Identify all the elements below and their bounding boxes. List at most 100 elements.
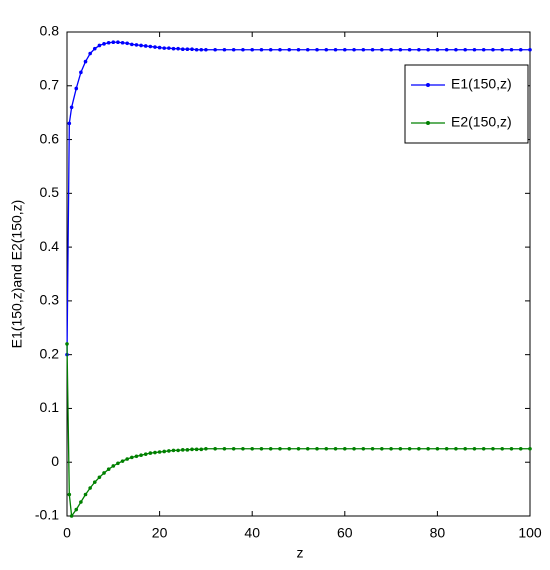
point: [111, 40, 116, 45]
point: [83, 59, 88, 64]
legend-label: E2(150,z): [451, 114, 512, 130]
point: [417, 47, 421, 52]
point: [213, 446, 217, 451]
point: [222, 446, 227, 451]
point: [125, 41, 129, 46]
point: [162, 46, 167, 50]
point: [116, 40, 120, 45]
point: [185, 448, 190, 452]
point: [185, 47, 190, 52]
point: [79, 500, 83, 504]
x-tick-label: 80: [430, 525, 446, 541]
point: [74, 86, 79, 91]
point: [102, 471, 106, 475]
point: [83, 492, 88, 497]
point: [231, 47, 236, 52]
point: [454, 47, 458, 52]
point: [88, 51, 92, 56]
point: [106, 467, 111, 472]
point: [268, 47, 273, 52]
point: [518, 47, 523, 52]
point: [97, 475, 102, 480]
point: [231, 446, 236, 451]
point: [481, 446, 486, 451]
point: [324, 446, 329, 451]
point: [528, 446, 532, 451]
point: [190, 447, 194, 452]
point: [92, 480, 97, 484]
legend-box: [404, 64, 529, 144]
point: [352, 47, 356, 52]
point: [444, 446, 449, 451]
point: [324, 47, 329, 52]
point: [194, 447, 199, 452]
point: [167, 46, 171, 50]
point: [481, 47, 486, 52]
point: [352, 446, 356, 451]
point: [88, 486, 92, 490]
point: [153, 45, 157, 49]
point: [116, 461, 120, 466]
point: [315, 446, 319, 451]
point: [120, 40, 125, 45]
point: [120, 459, 125, 463]
point: [171, 46, 176, 51]
point: [370, 47, 375, 52]
point: [204, 47, 208, 52]
x-tick-label: 100: [518, 525, 542, 541]
point: [69, 514, 74, 518]
point: [472, 446, 477, 451]
point: [491, 47, 495, 52]
point: [343, 47, 347, 52]
point: [370, 446, 375, 451]
y-tick-label: 0.7: [40, 76, 60, 92]
point: [305, 47, 310, 52]
point: [296, 446, 301, 451]
y-tick-label: 0.8: [40, 23, 60, 39]
point: [509, 47, 514, 52]
point: [106, 40, 111, 45]
point: [213, 47, 217, 52]
point: [250, 47, 254, 52]
point: [454, 446, 458, 451]
point: [199, 47, 204, 52]
x-tick-label: 20: [152, 525, 168, 541]
point: [222, 47, 227, 52]
point: [305, 446, 310, 451]
legend-marker: [426, 83, 430, 87]
y-tick-label: 0.6: [40, 130, 60, 146]
point: [333, 446, 338, 451]
point: [463, 446, 467, 451]
point: [380, 446, 384, 451]
point: [528, 47, 532, 52]
point: [92, 46, 97, 51]
point: [167, 449, 171, 453]
point: [259, 446, 264, 451]
point: [139, 453, 143, 458]
point: [435, 446, 440, 451]
point: [333, 47, 338, 52]
y-axis-label: E1(150,z)and E2(150,z): [9, 200, 25, 349]
point: [111, 464, 116, 468]
point: [97, 43, 102, 48]
point: [148, 451, 153, 455]
point: [157, 45, 162, 50]
y-tick-label: 0.5: [40, 184, 60, 200]
point: [171, 448, 176, 453]
point: [287, 47, 292, 52]
point: [361, 47, 366, 52]
point: [241, 47, 245, 52]
point: [278, 47, 282, 52]
point: [157, 450, 162, 454]
point: [491, 446, 495, 451]
point: [472, 47, 477, 52]
point: [278, 446, 282, 451]
point: [190, 47, 194, 52]
point: [67, 492, 72, 497]
y-tick-label: 0: [51, 453, 59, 469]
point: [69, 105, 74, 110]
point: [361, 446, 366, 451]
point: [153, 450, 157, 455]
point: [287, 446, 292, 451]
